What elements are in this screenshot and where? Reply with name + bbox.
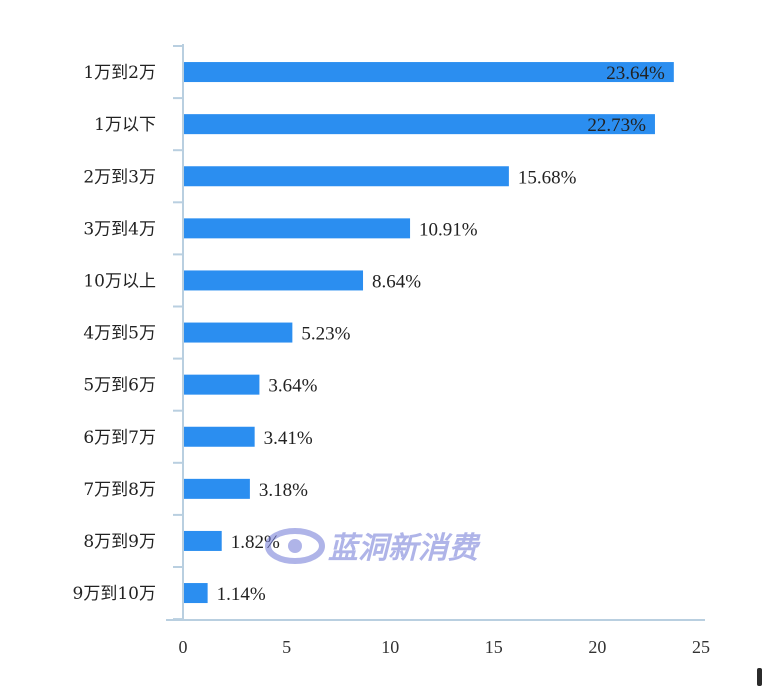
bar-4 (184, 218, 411, 239)
bar-6 (184, 322, 293, 343)
data-label: 22.73% (587, 115, 646, 136)
category-label: 8万到9万 (83, 532, 156, 552)
x-tick-label: 10 (381, 637, 399, 657)
data-label: 15.68% (518, 167, 577, 188)
category-label: 7万到8万 (83, 480, 156, 500)
category-label: 4万到5万 (83, 324, 156, 344)
data-label: 8.64% (372, 271, 421, 292)
x-tick-label: 25 (692, 637, 710, 657)
bar-3 (184, 166, 509, 187)
category-label: 2万到3万 (83, 167, 156, 187)
watermark: 蓝洞新消费 (265, 528, 481, 566)
bar-9 (184, 478, 250, 499)
bar-8 (184, 426, 255, 447)
bar-10 (184, 530, 222, 551)
bars-layer (184, 62, 674, 604)
data-label: 3.64% (268, 376, 317, 397)
category-label: 1万以下 (94, 115, 156, 135)
category-label: 1万到2万 (83, 63, 156, 83)
data-label: 23.64% (606, 63, 665, 84)
category-label: 3万到4万 (83, 219, 156, 239)
x-tick-label: 5 (282, 637, 291, 657)
data-label: 3.41% (264, 428, 313, 449)
watermark-eye-icon (265, 528, 325, 564)
bar-1 (184, 62, 674, 83)
axis-layer (166, 44, 705, 621)
data-label: 5.23% (301, 324, 350, 345)
scrollbar-thumb[interactable] (757, 668, 762, 686)
watermark-text: 蓝洞新消费 (328, 531, 481, 566)
category-label: 5万到6万 (83, 376, 156, 396)
bar-7 (184, 374, 260, 395)
x-tick-label: 0 (179, 637, 188, 657)
x-tick-label: 15 (485, 637, 503, 657)
data-label: 10.91% (419, 219, 478, 240)
category-label: 6万到7万 (83, 428, 156, 448)
bar-2 (184, 114, 655, 135)
labels-layer: 0 5 10 15 20 25 1万到2万 23.64% 1万以下 22.73% 2万到3万 15.6… (73, 63, 710, 657)
x-tick-label: 20 (588, 637, 606, 657)
data-label: 1.14% (217, 584, 266, 605)
category-label: 10万以上 (83, 271, 156, 291)
data-label: 3.18% (259, 480, 308, 501)
category-label: 9万到10万 (73, 584, 156, 604)
bar-11 (184, 583, 208, 604)
bar-5 (184, 270, 364, 291)
